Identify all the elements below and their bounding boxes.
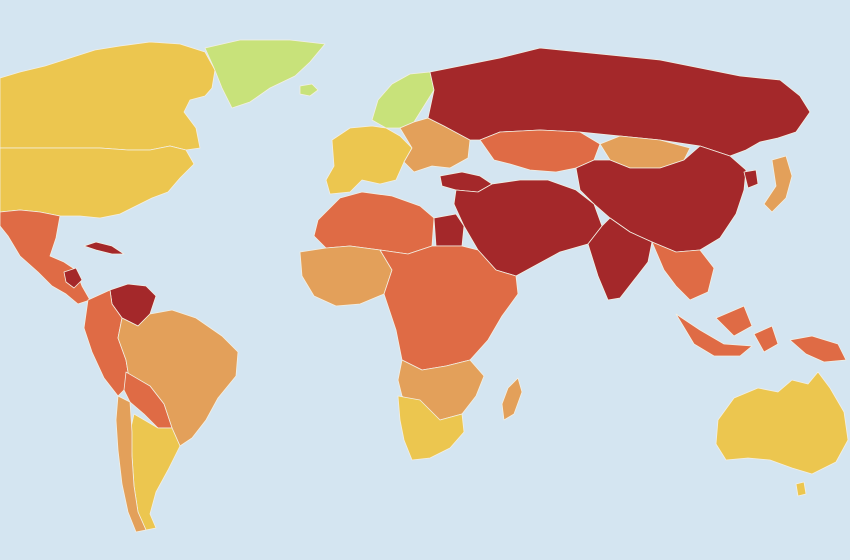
region-madagascar[interactable] (501, 377, 523, 421)
region-iceland[interactable] (299, 83, 319, 97)
region-australia[interactable] (715, 371, 849, 475)
region-papua-new-guinea[interactable] (789, 335, 847, 363)
region-namibia-south-africa[interactable] (397, 395, 465, 461)
region-indonesia[interactable] (675, 305, 779, 357)
region-brazil[interactable] (117, 309, 239, 447)
region-central-east-africa[interactable] (379, 245, 519, 371)
region-southeast-asia[interactable] (651, 241, 715, 301)
region-japan[interactable] (763, 155, 793, 213)
region-chile[interactable] (115, 395, 147, 533)
region-new-zealand[interactable] (795, 481, 807, 497)
region-korea-north[interactable] (743, 169, 759, 189)
region-western-europe[interactable] (325, 125, 413, 195)
region-cuba[interactable] (83, 241, 125, 255)
region-india[interactable] (587, 217, 653, 301)
region-greenland[interactable] (204, 39, 326, 109)
region-nicaragua[interactable] (63, 267, 83, 289)
region-egypt[interactable] (433, 213, 465, 247)
region-eastern-europe[interactable] (399, 117, 471, 173)
